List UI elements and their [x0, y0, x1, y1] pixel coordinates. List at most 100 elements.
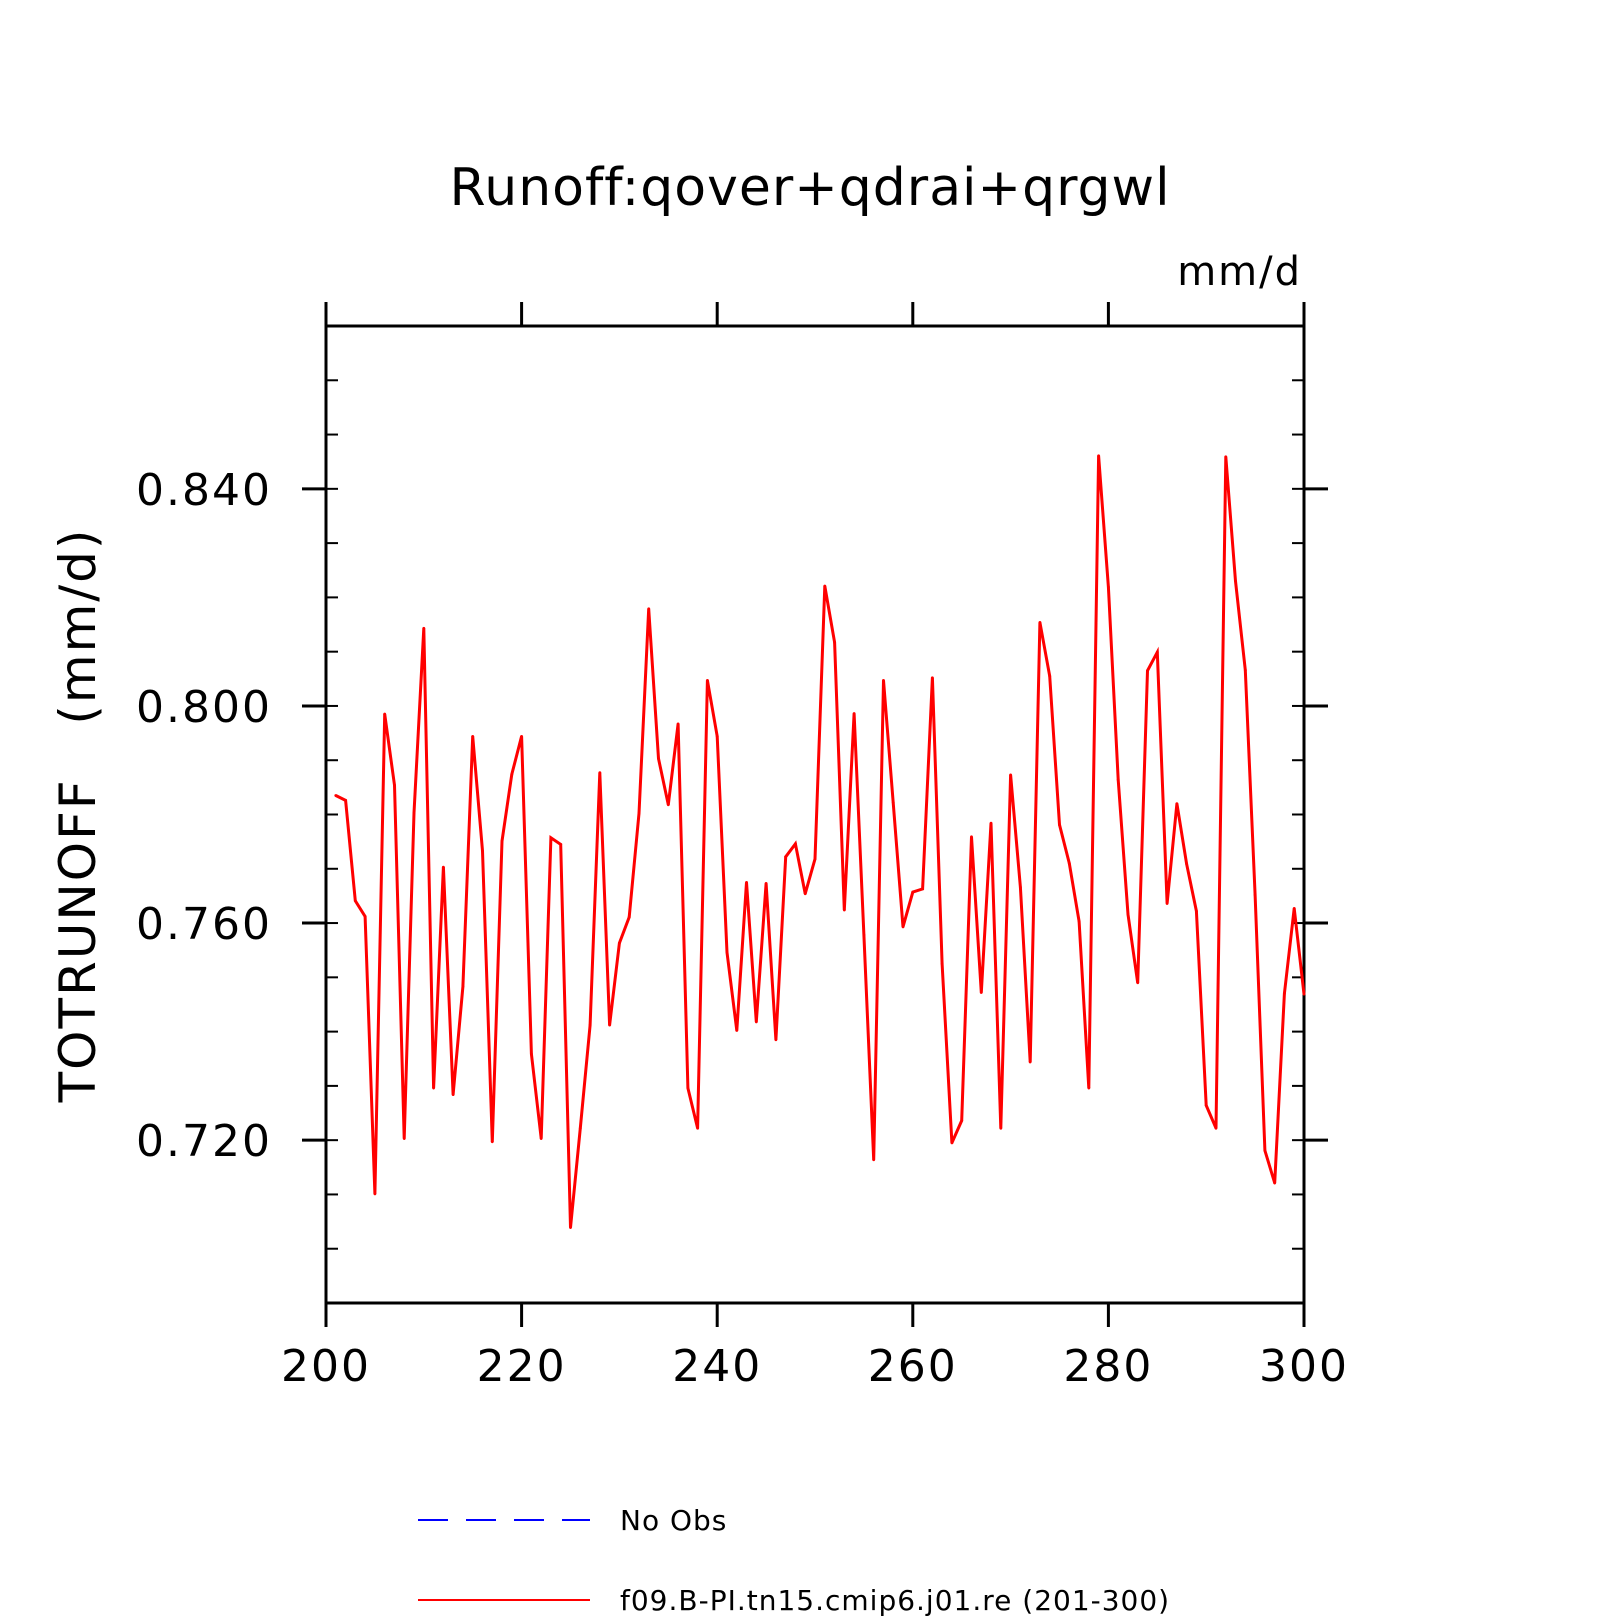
series-point [1058, 823, 1061, 827]
series-point [813, 857, 817, 861]
series-point [383, 712, 387, 716]
series-point [363, 915, 367, 918]
series-point [510, 772, 514, 776]
series-point [1273, 1181, 1277, 1185]
series-point [1048, 674, 1052, 678]
series-point [559, 842, 563, 846]
legend: No Obs f09.B-PI.tn15.cmip6.j01.re (201-30… [418, 1504, 1170, 1617]
series-point [1136, 981, 1140, 985]
series-point [1155, 650, 1159, 654]
series-point [1126, 912, 1130, 916]
series-point [754, 1020, 758, 1024]
series-point [794, 842, 797, 846]
x-tick-label: 200 [281, 1341, 371, 1392]
series-point [618, 941, 621, 945]
series-point [1224, 455, 1228, 459]
series-point [373, 1192, 377, 1196]
series-point [1077, 920, 1081, 923]
series-point [833, 641, 836, 644]
series-point [676, 722, 680, 726]
series-point [529, 1052, 533, 1056]
series-point [725, 950, 729, 954]
series-point [784, 855, 788, 859]
x-tick-label: 260 [868, 1341, 958, 1392]
series-point [481, 849, 484, 853]
series-line [335, 455, 1306, 1228]
series-point [803, 892, 807, 896]
series-point [334, 794, 338, 797]
series-point [696, 1126, 700, 1130]
y-tick-label: 0.800 [136, 682, 272, 733]
x-tick-label: 220 [477, 1341, 567, 1392]
x-tick-label: 280 [1063, 1341, 1153, 1392]
series-point [578, 1126, 582, 1130]
series-point [344, 798, 347, 802]
plot-area: 200 220 240 260 280 300 0.720 0.760 0.800 0.840 [136, 302, 1349, 1392]
series-point [1175, 802, 1179, 806]
series-point [1214, 1126, 1218, 1130]
series-point [588, 1023, 592, 1027]
series-point [500, 839, 504, 843]
series-point [1146, 669, 1149, 673]
series-point [715, 734, 719, 738]
y-tick-label: 0.760 [136, 899, 272, 950]
series-point [1253, 893, 1257, 897]
series-point [1067, 861, 1071, 865]
series-point [1263, 1149, 1267, 1152]
y-tick-label: 0.840 [136, 465, 272, 516]
series-point [960, 1119, 964, 1123]
series-point [842, 908, 846, 912]
series-point [1087, 1086, 1091, 1090]
series-point [950, 1141, 954, 1145]
series-point [549, 836, 553, 840]
series-point [539, 1137, 543, 1140]
series-point [608, 1023, 612, 1027]
series-point [852, 712, 856, 715]
series-point [1165, 902, 1169, 905]
series-point [862, 933, 866, 937]
series-point [422, 626, 426, 630]
series-point [891, 801, 895, 804]
series-point [393, 783, 396, 787]
series-point [1097, 454, 1101, 458]
series-point [627, 915, 631, 919]
series-point [989, 821, 993, 825]
series-point [461, 985, 465, 988]
series-point [637, 812, 641, 815]
series-point [872, 1158, 876, 1162]
series-point [911, 890, 915, 894]
series-point [940, 962, 944, 966]
series-point [666, 803, 670, 807]
series-point [764, 882, 768, 885]
x-tick-label: 240 [672, 1341, 762, 1392]
x-tick-label: 300 [1259, 1341, 1349, 1392]
series-point [1292, 907, 1296, 910]
series-point [970, 835, 973, 839]
series-point [686, 1086, 690, 1090]
series-point [1283, 992, 1286, 996]
series-point [412, 811, 416, 815]
series-point [1185, 862, 1189, 866]
series-point [921, 887, 924, 891]
series-point [451, 1093, 455, 1096]
series-point [353, 899, 357, 903]
series-point [735, 1029, 739, 1032]
legend-label: f09.B-PI.tn15.cmip6.j01.re (201-300) [620, 1584, 1170, 1617]
series-point [882, 679, 885, 682]
series-point [979, 991, 983, 994]
series-point [1028, 1060, 1032, 1064]
series-point [774, 1038, 778, 1042]
series-point [823, 584, 827, 588]
series-point [402, 1137, 406, 1140]
series-point [1195, 909, 1198, 913]
series-point [471, 734, 475, 738]
plot-frame [324, 324, 1306, 1305]
series-point [901, 925, 905, 929]
series-point [647, 607, 651, 611]
series-point [1018, 885, 1022, 889]
series-point [1107, 585, 1110, 589]
series-point [441, 865, 445, 869]
y-tick-label: 0.720 [136, 1116, 272, 1167]
series-point [657, 757, 660, 760]
